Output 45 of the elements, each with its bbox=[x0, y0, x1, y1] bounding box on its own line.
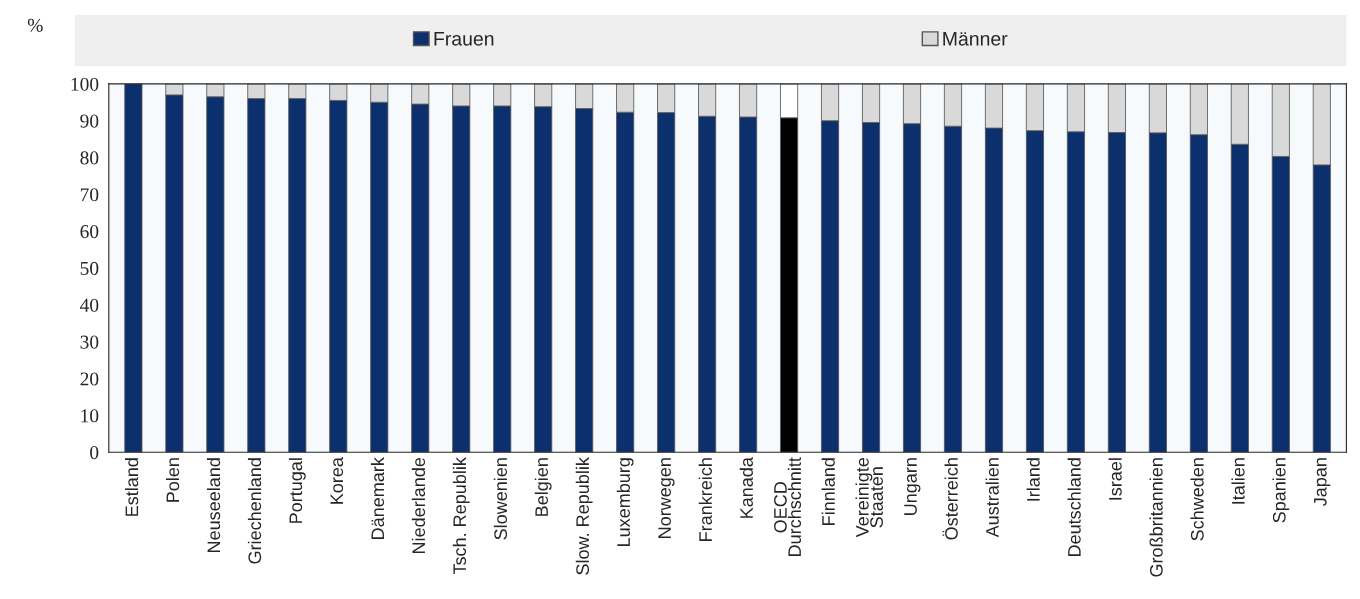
x-tick-label: Slow. Republik bbox=[575, 457, 593, 575]
x-tick-label: Großbritannien bbox=[1149, 458, 1163, 577]
x-tick-label: Kanada bbox=[739, 457, 753, 518]
x-tick-label: Tsch. Republik bbox=[452, 457, 470, 575]
x-tick-label: Estland bbox=[124, 458, 139, 516]
x-tick-label: Israel bbox=[1108, 458, 1122, 500]
y-tick-label: 0 bbox=[90, 446, 99, 460]
x-tick-label: Australien bbox=[985, 458, 999, 538]
y-tick-label: 90 bbox=[80, 114, 99, 128]
x-tick-label: Portugal bbox=[288, 458, 306, 523]
x-tick-label: Polen bbox=[165, 458, 180, 502]
x-tick-label: Luxemburg bbox=[616, 458, 634, 546]
y-tick-label: 30 bbox=[80, 335, 99, 349]
y-tick-label: 40 bbox=[80, 298, 99, 312]
x-tick-label: Deutschland bbox=[1067, 458, 1081, 556]
y-tick-label: 20 bbox=[80, 372, 99, 386]
x-tick-label: Spanien bbox=[1272, 458, 1290, 523]
x-tick-label: Griechenland bbox=[247, 458, 262, 564]
y-tick-label: 80 bbox=[80, 151, 99, 165]
x-tick-label: Österreich bbox=[942, 458, 958, 540]
x-tick-label: Belgien bbox=[534, 458, 552, 516]
y-tick-label: 70 bbox=[80, 188, 99, 202]
y-tick-label: 10 bbox=[81, 409, 99, 423]
legend-label: Frauen bbox=[434, 32, 494, 46]
y-axis-title: % bbox=[27, 18, 43, 32]
x-tick-label: Dänemark bbox=[370, 457, 385, 539]
y-tick-label: 100 bbox=[71, 77, 99, 91]
x-tick-label: Slowenien bbox=[493, 458, 508, 540]
bar bbox=[124, 83, 143, 453]
x-tick-label: Schweden bbox=[1190, 458, 1204, 541]
x-tick-label: Norwegen bbox=[658, 458, 675, 538]
x-tick-label: Korea bbox=[330, 457, 344, 504]
x-tick-label: Finnland bbox=[821, 458, 835, 525]
x-tick-label: Italien bbox=[1231, 458, 1245, 504]
x-tick-label: Japan bbox=[1314, 458, 1331, 507]
x-tick-label: Irland bbox=[1026, 458, 1040, 501]
x-tick-label: OECD Durchschnitt bbox=[774, 457, 802, 556]
y-tick-label: 60 bbox=[80, 225, 99, 239]
x-tick-label: Frankreich bbox=[698, 458, 712, 541]
legend-label: Männer bbox=[943, 32, 1008, 46]
x-tick-label: Neuseeland bbox=[206, 458, 221, 552]
x-tick-label: Vereinigte Staaten bbox=[855, 457, 883, 538]
y-tick-label: 50 bbox=[80, 261, 99, 275]
x-tick-label: Ungarn bbox=[904, 458, 921, 515]
x-tick-label: Niederlande bbox=[411, 457, 426, 553]
